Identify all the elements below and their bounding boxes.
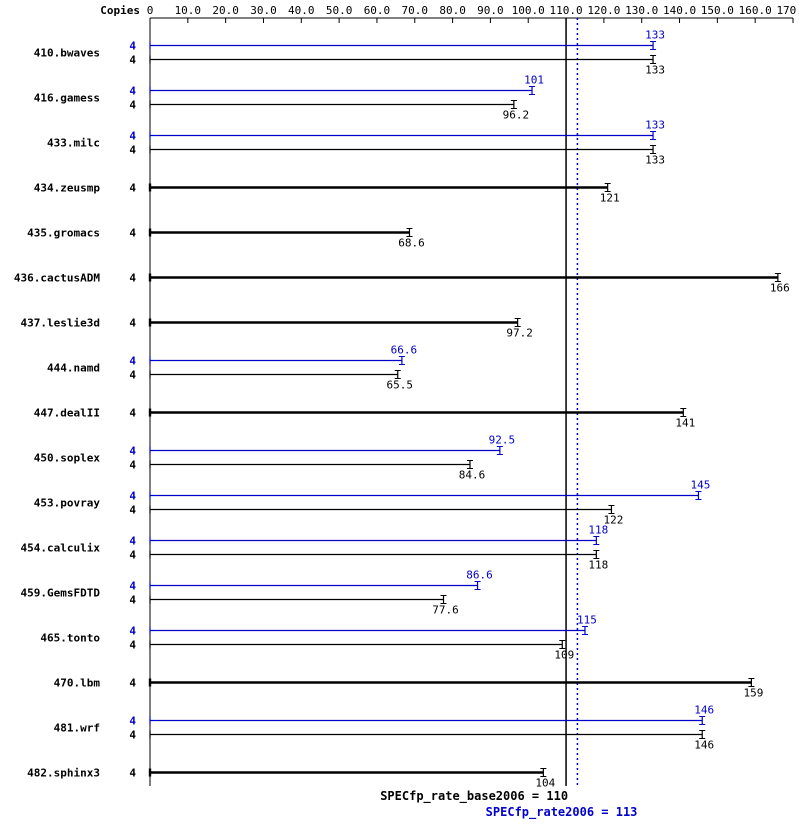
- x-tick-label: 60.0: [364, 4, 391, 17]
- copies-peak: 4: [129, 580, 136, 593]
- value-label-peak: 146: [694, 704, 714, 717]
- x-tick-label: 120.0: [587, 4, 620, 17]
- copies-peak: 4: [129, 40, 136, 53]
- benchmark-label: 437.leslie3d: [21, 317, 100, 330]
- x-tick-label: 160.0: [739, 4, 772, 17]
- benchmark-label: 444.namd: [47, 362, 100, 375]
- copies-base: 4: [129, 594, 136, 607]
- benchmark-label: 481.wrf: [54, 722, 100, 735]
- copies-base: 4: [129, 99, 136, 112]
- value-label-base: 97.2: [506, 327, 533, 340]
- value-label-base: 133: [645, 154, 665, 167]
- chart-svg: 0 10.0 20.0 30.0 40.0 50.0 60.0 70.0 80.0 90.0 100…: [0, 0, 799, 831]
- x-tick-label: 20.0: [212, 4, 239, 17]
- x-tick-label: 110.0: [549, 4, 582, 17]
- x-tick-label: 10.0: [175, 4, 202, 17]
- value-label-peak: 86.6: [466, 569, 493, 582]
- benchmark-label: 459.GemsFDTD: [21, 587, 101, 600]
- benchmark-label: 416.gamess: [34, 92, 100, 105]
- x-tick-label: 80.0: [439, 4, 466, 17]
- x-tick-label: 130.0: [625, 4, 658, 17]
- x-tick-label: 40.0: [288, 4, 315, 17]
- value-label-base: 159: [743, 687, 763, 700]
- value-label-base: 109: [554, 649, 574, 662]
- benchmark-label: 450.soplex: [34, 452, 101, 465]
- copies-peak: 4: [129, 355, 136, 368]
- value-label-base: 68.6: [398, 237, 425, 250]
- copies-base: 4: [129, 144, 136, 157]
- copies-peak: 4: [129, 715, 136, 728]
- x-tick-label: 100.0: [512, 4, 545, 17]
- copies-base: 4: [129, 407, 136, 420]
- copies-peak: 4: [129, 85, 136, 98]
- value-label-peak: 133: [645, 29, 665, 42]
- copies-base: 4: [129, 459, 136, 472]
- copies-peak: 4: [129, 130, 136, 143]
- x-tick-label: 140.0: [663, 4, 696, 17]
- copies-base: 4: [129, 504, 136, 517]
- value-label-peak: 115: [577, 614, 597, 627]
- value-label-base: 84.6: [459, 469, 486, 482]
- benchmark-label: 470.lbm: [54, 677, 101, 690]
- value-label-peak: 66.6: [391, 344, 418, 357]
- value-label-base: 121: [600, 192, 620, 205]
- benchmark-label: 433.milc: [47, 137, 100, 150]
- benchmark-label: 453.povray: [34, 497, 101, 510]
- value-label-base: 141: [675, 417, 695, 430]
- copies-base: 4: [129, 767, 136, 780]
- copies-base: 4: [129, 369, 136, 382]
- copies-peak: 4: [129, 625, 136, 638]
- x-tick-label: 170.0: [776, 4, 799, 17]
- copies-base: 4: [129, 317, 136, 330]
- value-label-base: 118: [588, 559, 608, 572]
- copies-base: 4: [129, 272, 136, 285]
- value-label-peak: 118: [588, 524, 608, 537]
- value-label-peak: 133: [645, 119, 665, 132]
- copies-base: 4: [129, 54, 136, 67]
- summary-peak: SPECfp_rate2006 = 113: [486, 805, 638, 820]
- x-tick-label: 30.0: [250, 4, 277, 17]
- value-label-base: 77.6: [432, 604, 459, 617]
- benchmark-label: 410.bwaves: [34, 47, 100, 60]
- copies-base: 4: [129, 182, 136, 195]
- x-tick-label: 150.0: [701, 4, 734, 17]
- benchmark-label: 454.calculix: [21, 542, 101, 555]
- copies-base: 4: [129, 227, 136, 240]
- summary-base: SPECfp_rate_base2006 = 110: [380, 789, 568, 804]
- x-tick-label: 70.0: [402, 4, 429, 17]
- copies-peak: 4: [129, 445, 136, 458]
- copies-base: 4: [129, 639, 136, 652]
- copies-peak: 4: [129, 490, 136, 503]
- spec-chart: 0 10.0 20.0 30.0 40.0 50.0 60.0 70.0 80.0 90.0 100…: [0, 0, 799, 831]
- benchmark-label: 482.sphinx3: [27, 767, 100, 780]
- copies-base: 4: [129, 729, 136, 742]
- value-label-peak: 145: [691, 479, 711, 492]
- value-label-peak: 101: [524, 74, 544, 87]
- copies-base: 4: [129, 677, 136, 690]
- x-tick-label: 50.0: [326, 4, 353, 17]
- copies-peak: 4: [129, 535, 136, 548]
- copies-header: Copies: [100, 4, 140, 17]
- benchmark-label: 465.tonto: [40, 632, 100, 645]
- x-tick-label: 90.0: [477, 4, 504, 17]
- benchmark-label: 435.gromacs: [27, 227, 100, 240]
- value-label-base: 146: [694, 739, 714, 752]
- value-label-base: 104: [535, 777, 555, 790]
- value-label-base: 133: [645, 64, 665, 77]
- value-label-peak: 92.5: [489, 434, 516, 447]
- value-label-base: 96.2: [503, 109, 530, 122]
- copies-base: 4: [129, 549, 136, 562]
- value-label-base: 166: [770, 282, 790, 295]
- x-tick-label: 0: [147, 4, 154, 17]
- benchmark-label: 436.cactusADM: [14, 272, 100, 285]
- benchmark-label: 434.zeusmp: [34, 182, 101, 195]
- value-label-base: 65.5: [386, 379, 413, 392]
- benchmark-label: 447.dealII: [34, 407, 100, 420]
